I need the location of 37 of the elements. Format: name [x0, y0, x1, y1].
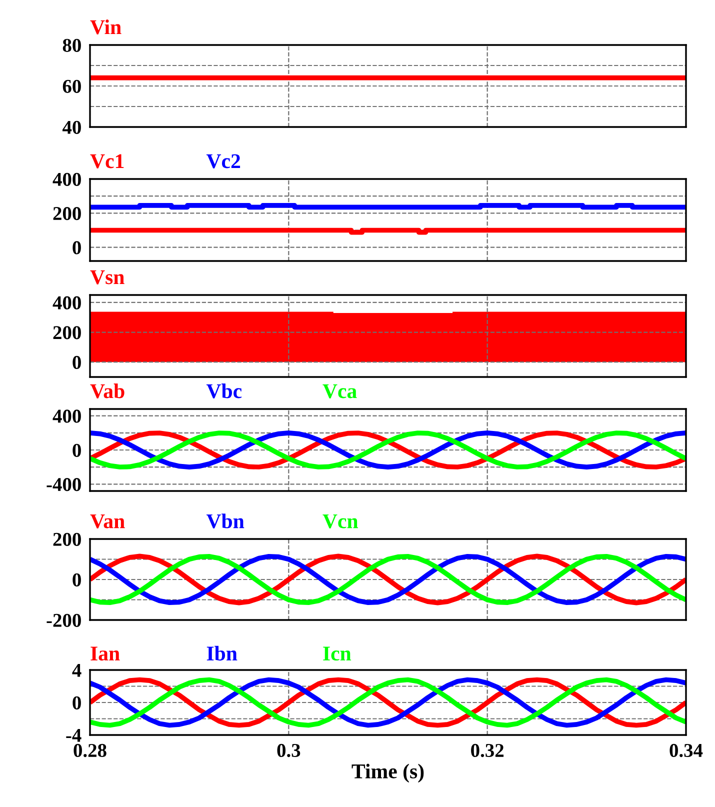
- series-label: Vbn: [206, 514, 244, 528]
- series-label: Van: [90, 514, 125, 528]
- x-tick-label: 0.3: [277, 744, 300, 758]
- y-tick-label: -4: [66, 728, 82, 742]
- y-tick-label: 0: [72, 356, 81, 370]
- y-tick-label: 0: [72, 696, 81, 710]
- x-tick-label: 0.34: [670, 744, 703, 758]
- series-label: Icn: [323, 646, 352, 661]
- series-label: Vc2: [206, 154, 240, 168]
- x-tick-label: 0.32: [471, 744, 504, 758]
- text: Vc1: [90, 154, 124, 168]
- x-axis-title: Time (s): [352, 764, 424, 783]
- y-tick-label: 40: [62, 120, 81, 134]
- series-label: Ibn: [206, 646, 238, 661]
- y-tick-label: -200: [46, 614, 81, 627]
- series-label: Ian: [90, 646, 120, 661]
- text: Vin: [90, 20, 122, 34]
- text: Vbc: [206, 384, 242, 398]
- y-tick-label: 400: [52, 296, 81, 310]
- y-tick-label: 400: [52, 410, 81, 423]
- y-tick-label: 0: [72, 573, 81, 586]
- y-tick-label: 60: [62, 80, 81, 93]
- series-label: Vsn: [90, 270, 124, 284]
- text: Vca: [322, 384, 357, 398]
- y-tick-label: 0: [72, 444, 81, 457]
- series-label: Vab: [90, 384, 124, 398]
- y-tick-label: 0: [72, 241, 81, 254]
- y-tick-label: -400: [46, 478, 81, 492]
- y-tick-label: 400: [52, 172, 81, 186]
- y-tick-label: 200: [53, 532, 81, 546]
- y-tick-label: 200: [53, 326, 81, 340]
- y-tick-label: 80: [62, 38, 81, 52]
- y-tick-label: 200: [53, 206, 81, 220]
- x-tick-label: 0.28: [74, 744, 106, 758]
- series-label: Vcn: [322, 514, 358, 528]
- line-series: [90, 554, 686, 606]
- y-tick-label: 4: [72, 664, 82, 677]
